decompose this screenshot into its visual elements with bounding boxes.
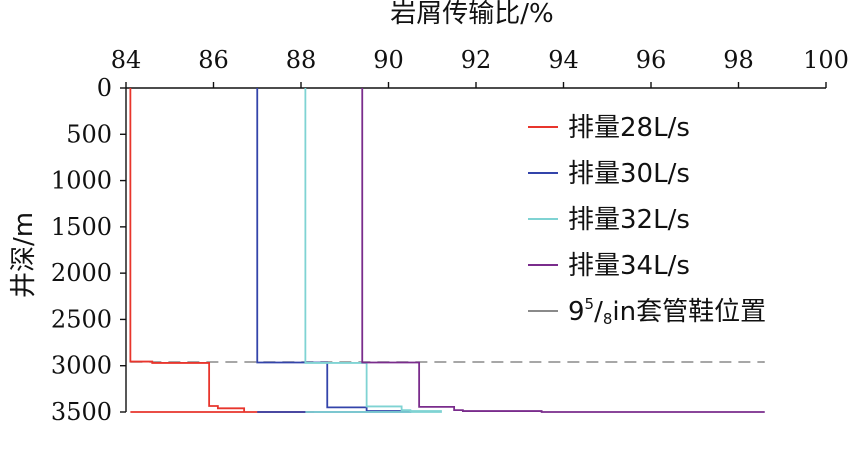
x-tick-label: 92 xyxy=(461,46,492,74)
legend-label-1: 排量28L/s xyxy=(568,113,690,143)
x-tick-label: 90 xyxy=(373,46,404,74)
series-line-3 xyxy=(304,88,442,413)
x-tick-label: 86 xyxy=(198,46,229,74)
x-axis: 84 86 88 90 92 94 96 98 100 xyxy=(111,46,849,89)
y-tick-label: 1000 xyxy=(51,167,112,195)
y-tick-label: 500 xyxy=(66,120,112,148)
series-line-4 xyxy=(361,88,765,413)
y-axis-title: 井深/m xyxy=(9,212,39,298)
y-tick-label: 2000 xyxy=(51,259,112,287)
plot-area xyxy=(129,88,765,413)
legend-label-3: 排量32L/s xyxy=(568,205,690,235)
y-tick-label: 0 xyxy=(97,74,112,102)
x-axis-title: 岩屑传输比/% xyxy=(390,0,553,29)
x-tick-label: 84 xyxy=(111,46,142,74)
x-tick-label: 96 xyxy=(636,46,667,74)
series-line-1 xyxy=(129,88,315,413)
x-tick-label: 98 xyxy=(723,46,754,74)
legend-label-reference: 95/8in套管鞋位置 xyxy=(568,295,766,328)
y-tick-label: 3000 xyxy=(51,352,112,380)
y-tick-label: 2500 xyxy=(51,305,112,333)
legend-label-2: 排量30L/s xyxy=(568,159,690,189)
y-tick-label: 3500 xyxy=(51,398,112,426)
x-tick-label: 88 xyxy=(286,46,317,74)
x-tick-label: 100 xyxy=(803,46,849,74)
legend: 排量28L/s 排量30L/s 排量32L/s 排量34L/s 95/8in套管鞋位置 xyxy=(528,113,766,328)
legend-label-4: 排量34L/s xyxy=(568,251,690,281)
y-axis: 0 500 1000 1500 2000 2500 3000 3500 xyxy=(51,74,127,426)
x-tick-label: 94 xyxy=(548,46,579,74)
y-tick-label: 1500 xyxy=(51,213,112,241)
